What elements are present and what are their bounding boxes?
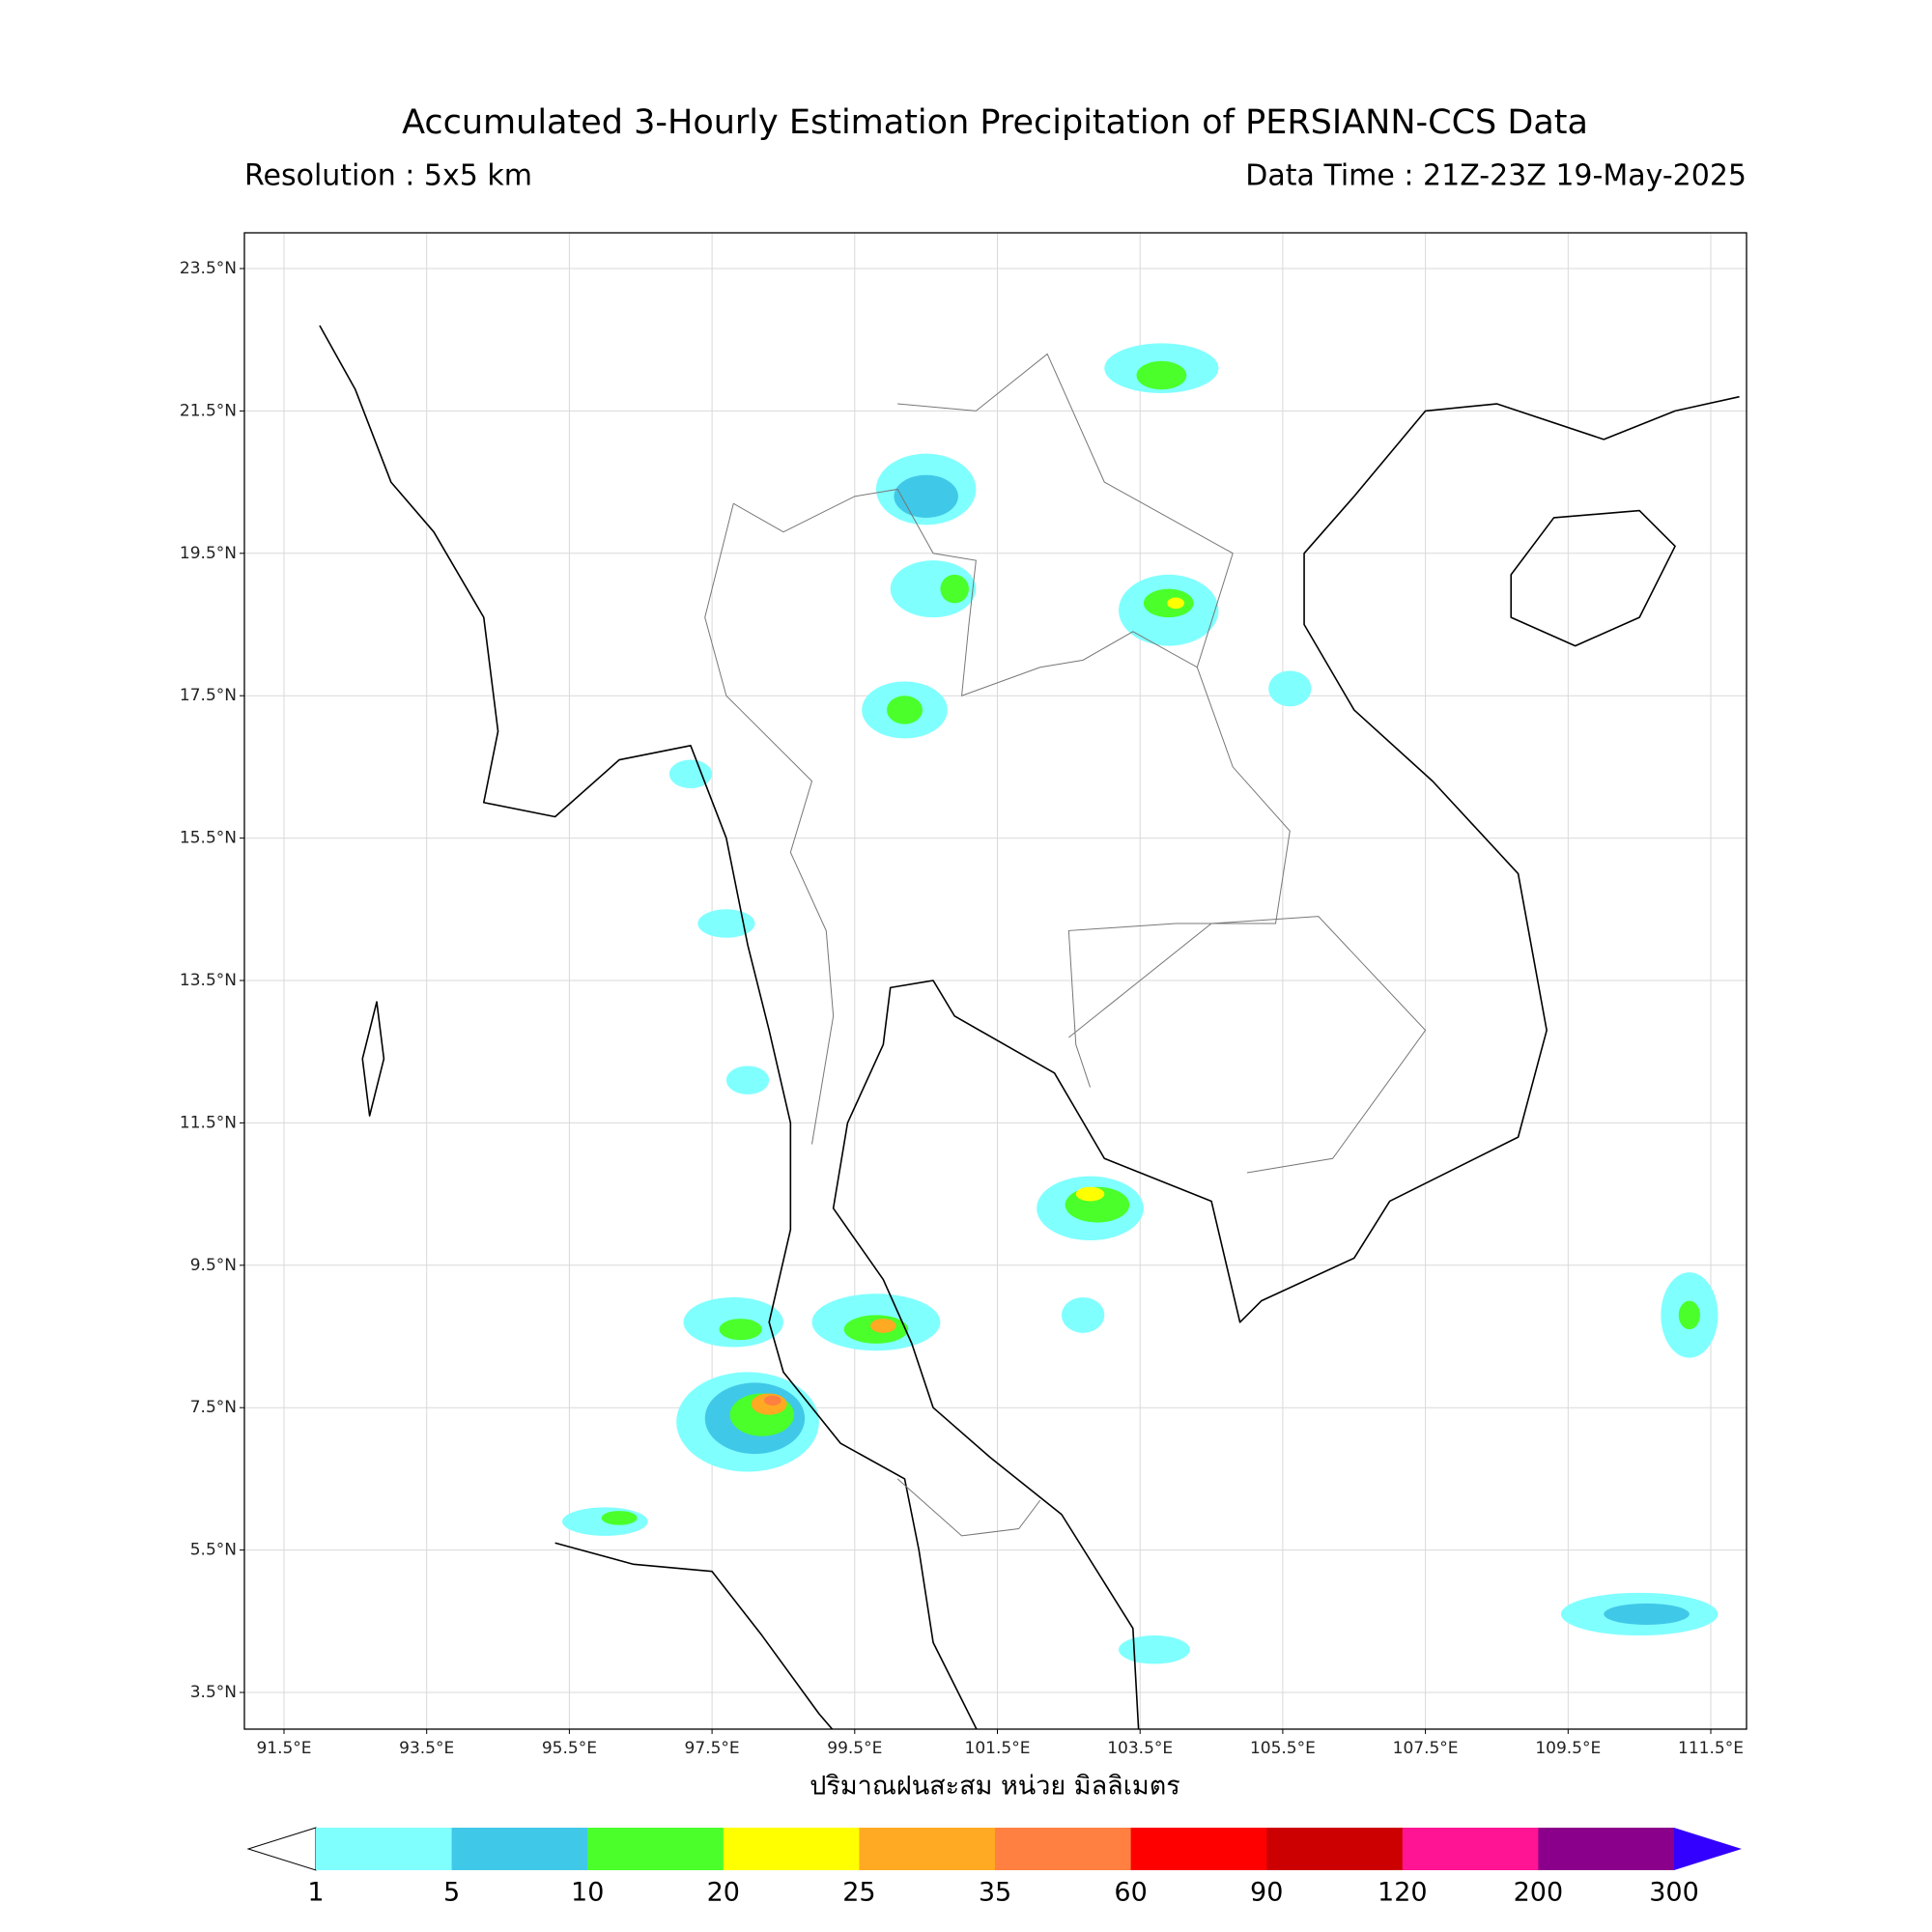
lon-tick-label: 95.5°E (542, 1739, 597, 1758)
lat-tick-label: 3.5°N (190, 1683, 237, 1702)
colorbar-box (316, 1828, 453, 1870)
resolution: Resolution : 5x5 km (244, 159, 532, 193)
colorbar-label: 1 (307, 1878, 324, 1908)
colorbar-box (1266, 1828, 1404, 1870)
grid (240, 233, 1747, 1734)
lat-tick-label: 7.5°N (190, 1398, 237, 1417)
colorbar-box (723, 1828, 860, 1870)
colorbar-label: 120 (1378, 1878, 1428, 1908)
lat-tick-label: 19.5°N (180, 544, 237, 563)
lon-tick-label: 101.5°E (965, 1739, 1031, 1758)
colorbar-box (1402, 1828, 1539, 1870)
borders (705, 354, 1426, 1535)
colorbar-box (859, 1828, 996, 1870)
colorbar-box (1130, 1828, 1267, 1870)
lon-tick-label: 109.5°E (1535, 1739, 1601, 1758)
colorbar-label: 60 (1114, 1878, 1147, 1908)
lat-tick-label: 15.5°N (180, 829, 237, 848)
precipitation (562, 343, 1719, 1664)
lon-tick-label: 91.5°E (256, 1739, 311, 1758)
lon-tick-label: 93.5°E (399, 1739, 454, 1758)
data-time: Data Time : 21Z-23Z 19-May-2025 (1245, 159, 1747, 193)
colorbar-label: 90 (1250, 1878, 1283, 1908)
map-frame (243, 232, 1747, 1730)
lon-tick-label: 97.5°E (685, 1739, 740, 1758)
colorbar-label: 25 (842, 1878, 875, 1908)
colorbar-box (995, 1828, 1132, 1870)
colorbar-over-arrow (1674, 1828, 1742, 1870)
coastlines (320, 326, 1740, 1764)
colorbar-label: 300 (1649, 1878, 1699, 1908)
title: Accumulated 3-Hourly Estimation Precipit… (402, 103, 1588, 142)
lon-tick-label: 99.5°E (827, 1739, 882, 1758)
lat-tick-label: 13.5°N (180, 971, 237, 990)
colorbar-under-arrow (246, 1827, 317, 1871)
x-axis-label: ปริมาณฝนสะสม หน่วย มิลลิเมตร (810, 1772, 1180, 1802)
map-layer (320, 326, 1740, 1764)
lat-tick-label: 11.5°N (180, 1113, 237, 1132)
lat-tick-label: 23.5°N (180, 259, 237, 278)
colorbar: 1 5 10 20 25 35 60 90 120 200 300 (246, 1827, 1742, 1908)
lon-tick-label: 105.5°E (1250, 1739, 1316, 1758)
colorbar-label: 200 (1514, 1878, 1564, 1908)
colorbar-box (587, 1828, 724, 1870)
colorbar-box (1538, 1828, 1675, 1870)
lon-tick-label: 103.5°E (1107, 1739, 1173, 1758)
colorbar-label: 5 (443, 1878, 460, 1908)
colorbar-box (451, 1828, 588, 1870)
lat-tick-label: 17.5°N (180, 686, 237, 705)
lon-tick-label: 107.5°E (1393, 1739, 1459, 1758)
lat-tick-label: 5.5°N (190, 1541, 237, 1560)
colorbar-label: 20 (707, 1878, 740, 1908)
lat-tick-label: 9.5°N (190, 1256, 237, 1275)
lon-tick-label: 111.5°E (1678, 1739, 1744, 1758)
lat-tick-label: 21.5°N (180, 401, 237, 420)
colorbar-label: 10 (571, 1878, 604, 1908)
colorbar-label: 35 (979, 1878, 1011, 1908)
